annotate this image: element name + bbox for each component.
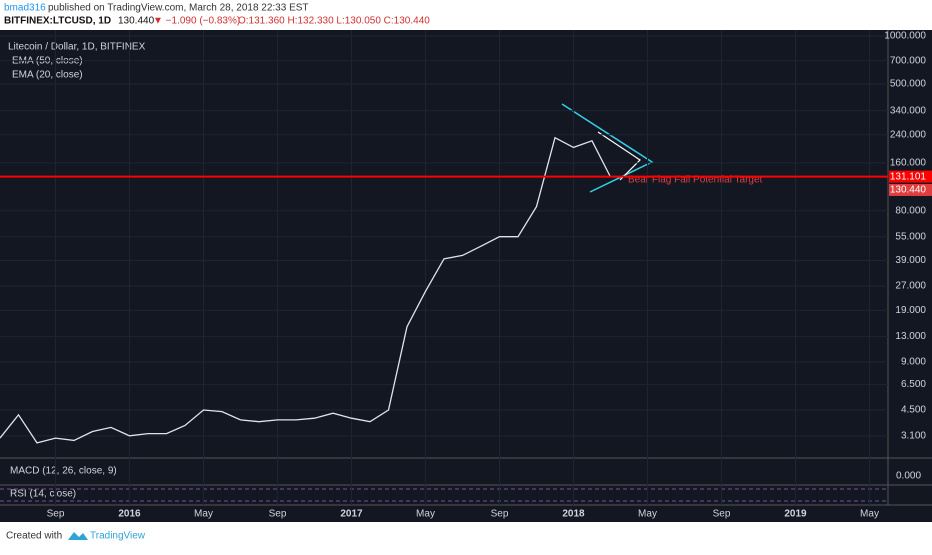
annotation: Bear Flag Fall Potential Target <box>628 175 763 186</box>
y-tick-label: 4.500 <box>901 405 926 416</box>
y-tick-label: 1000.000 <box>884 31 926 42</box>
chart-title: Litecoin / Dollar, 1D, BITFINEX <box>8 42 146 53</box>
y-tick-label: 13.000 <box>895 331 926 342</box>
price-level-label: 131.101 <box>890 171 927 182</box>
price-marker-box <box>889 183 932 196</box>
footer-text: Created with <box>6 531 62 542</box>
y-tick-label: 80.000 <box>895 205 926 216</box>
footer-brand[interactable]: TradingView <box>90 531 146 542</box>
y-tick-label: 500.000 <box>890 79 927 90</box>
pane-label: MACD (12, 26, close, 9) <box>10 466 117 477</box>
x-tick-label: May <box>416 509 435 520</box>
y-tick-label: 6.500 <box>901 379 926 390</box>
chart-background <box>0 30 932 522</box>
y-tick-label: 3.100 <box>901 430 926 441</box>
x-tick-label: May <box>860 509 879 520</box>
symbol: BITFINEX:LTCUSD, 1D <box>4 16 111 27</box>
x-tick-label: 2017 <box>340 509 363 520</box>
header <box>0 0 932 30</box>
x-tick-label: 2016 <box>118 509 141 520</box>
y-tick-label: 55.000 <box>895 231 926 242</box>
price-marker-label: 130.440 <box>890 185 927 196</box>
pane-label: RSI (14, close) <box>10 489 76 500</box>
change: ▼ −1.090 (−0.83%) <box>153 16 240 27</box>
published: published on TradingView.com, March 28, … <box>48 3 309 14</box>
y-tick-label: 39.000 <box>895 255 926 266</box>
indicator-label: EMA (20, close) <box>12 70 83 81</box>
x-tick-label: Sep <box>491 509 509 520</box>
y-tick-label: 19.000 <box>895 305 926 316</box>
author[interactable]: bmad316 <box>4 3 46 14</box>
price-line <box>0 136 612 444</box>
y-tick-label: 240.000 <box>890 129 927 140</box>
price-level-box <box>889 170 932 183</box>
x-tick-label: 2019 <box>784 509 807 520</box>
x-tick-label: May <box>194 509 213 520</box>
y-tick-label: 27.000 <box>895 281 926 292</box>
last-price: 130.440 <box>118 16 155 27</box>
footer <box>0 522 932 550</box>
x-tick-label: Sep <box>713 509 731 520</box>
x-tick-label: May <box>638 509 657 520</box>
flag-pattern <box>597 131 641 181</box>
x-tick-label: Sep <box>269 509 287 520</box>
x-tick-label: Sep <box>47 509 65 520</box>
y-tick-label: 160.000 <box>890 157 927 168</box>
triangle-pattern <box>561 103 654 193</box>
logo <box>68 532 88 540</box>
ohlc: O:131.360 H:132.330 L:130.050 C:130.440 <box>238 16 430 27</box>
y-tick-label: 700.000 <box>890 55 927 66</box>
pane-axis-label: 0.000 <box>896 471 921 482</box>
y-tick-label: 9.000 <box>901 357 926 368</box>
x-tick-label: 2018 <box>562 509 585 520</box>
y-tick-label: 340.000 <box>890 105 927 116</box>
